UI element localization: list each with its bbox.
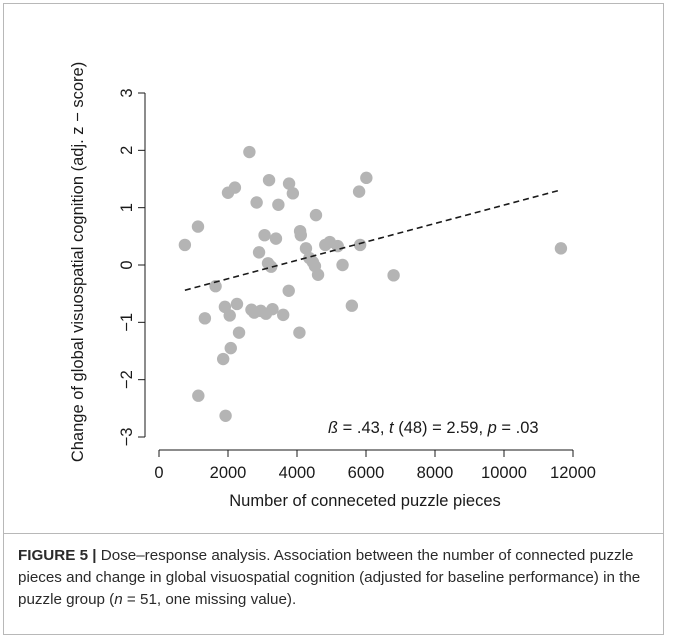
data-point (554, 242, 568, 255)
data-point (353, 238, 367, 252)
x-axis: 0 2000 4000 6000 8000 10000 12000 (154, 449, 596, 482)
t-value: (48) = 2.59, (394, 419, 488, 437)
y-tick-label: 3 (118, 88, 136, 97)
data-point (269, 232, 283, 245)
data-point (219, 409, 232, 422)
data-point (311, 268, 325, 281)
data-point (309, 208, 323, 222)
data-point (223, 309, 236, 322)
y-tick-label: 0 (118, 260, 136, 269)
data-point (252, 246, 266, 259)
scatter-chart: −3 −2 −1 0 1 2 3 0 2000 4000 6000 8000 10000 12000 N… (69, 62, 596, 510)
data-point (387, 269, 400, 282)
data-point (266, 302, 279, 316)
p-symbol: p (487, 419, 497, 437)
data-point (230, 297, 244, 311)
y-tick-label: 1 (118, 203, 136, 212)
figure-caption: FIGURE 5 | Dose–response analysis. Assoc… (18, 545, 658, 611)
x-tick-label: 2000 (210, 464, 247, 482)
stats-annotation: ß = .43, t (48) = 2.59, p = .03 (328, 419, 539, 437)
data-point (228, 181, 242, 194)
data-point (198, 312, 212, 325)
data-point (299, 242, 313, 255)
data-point (192, 389, 205, 402)
data-point (191, 220, 205, 233)
caption-divider (3, 533, 664, 534)
y-tick-label: 2 (118, 146, 136, 155)
data-point (209, 280, 222, 293)
data-point (250, 196, 263, 209)
caption-n-symbol: n (114, 591, 123, 608)
caption-text-1: Dose–response analysis. Association betw… (18, 547, 641, 608)
data-point (336, 258, 349, 272)
x-tick-label: 10000 (481, 464, 527, 482)
caption-text-2: = 51, one missing value). (122, 591, 297, 608)
y-axis-label: Change of global visuospatial cognition … (69, 62, 87, 462)
data-point (277, 308, 290, 322)
caption-label: FIGURE 5 | (18, 547, 97, 564)
x-tick-label: 6000 (348, 464, 385, 482)
data-point (293, 326, 306, 339)
data-point (282, 284, 295, 297)
beta-value: = .43, (338, 419, 389, 437)
data-point (262, 173, 276, 187)
y-tick-label: −2 (118, 370, 136, 389)
data-point (272, 198, 285, 211)
x-axis-label: Number of conneceted puzzle pieces (229, 492, 501, 510)
data-point (264, 260, 278, 273)
data-point (352, 185, 366, 198)
regression-line-group (184, 189, 562, 291)
data-point (216, 352, 230, 366)
x-tick-label: 12000 (550, 464, 596, 482)
p-value: = .03 (497, 419, 539, 437)
data-points (178, 145, 568, 422)
regression-line (184, 189, 562, 291)
data-point (178, 238, 192, 252)
data-point (286, 187, 300, 200)
x-tick-label: 8000 (417, 464, 454, 482)
t-symbol: t (389, 419, 395, 437)
y-tick-label: −1 (118, 313, 136, 332)
data-point (282, 177, 296, 190)
x-tick-label: 4000 (279, 464, 316, 482)
figure-frame (3, 3, 664, 635)
x-tick-label: 0 (154, 464, 163, 482)
data-point (258, 228, 271, 242)
data-point (294, 228, 307, 242)
beta-symbol: ß (328, 419, 338, 437)
data-point (360, 171, 373, 185)
data-point (243, 145, 256, 159)
y-tick-label: −3 (118, 428, 136, 447)
data-point (345, 299, 359, 312)
y-axis: −3 −2 −1 0 1 2 3 (118, 88, 146, 447)
data-point (224, 341, 237, 355)
data-point (232, 326, 246, 339)
